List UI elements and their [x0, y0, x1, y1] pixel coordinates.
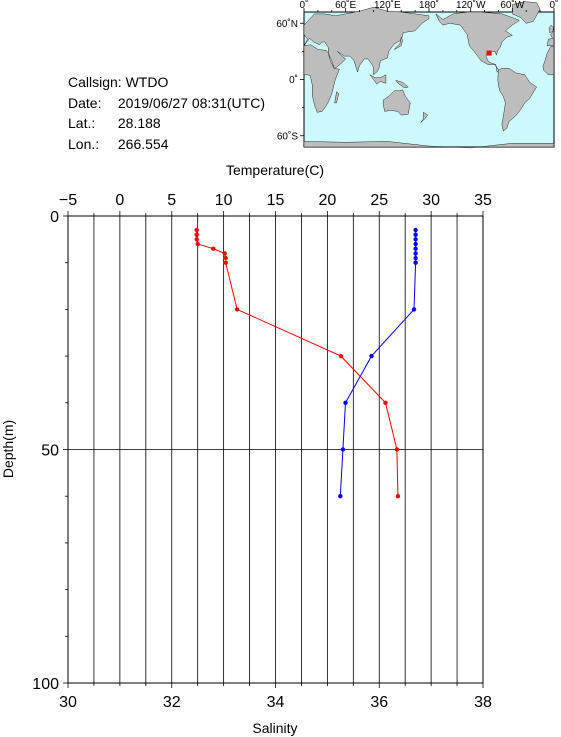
- temperature-data-point: [194, 227, 199, 233]
- map-tick-marks: [300, 8, 555, 137]
- date-label: Date:: [68, 94, 102, 111]
- lat-row: Lat.: 28.188: [68, 113, 265, 134]
- temperature-tick-label: 10: [215, 192, 233, 209]
- depth-axis-title: Depth(m): [0, 420, 16, 478]
- borneo-sumatra-land: [369, 74, 387, 85]
- temperature-data-point: [223, 260, 228, 265]
- map-landmasses: [303, 1, 555, 149]
- map-longitude-label: 120˚W: [456, 0, 486, 11]
- temperature-tick-label: 30: [422, 192, 440, 209]
- depth-tick-label: 50: [41, 443, 59, 460]
- new-zealand-land: [420, 111, 428, 123]
- new-guinea-land: [395, 80, 409, 89]
- salinity-series: [338, 227, 418, 499]
- salinity-data-point: [413, 255, 418, 261]
- salinity-data-point: [413, 246, 418, 251]
- map-longitude-labels: 0˚ 60˚E 120˚E 180˚ 120˚W 60˚W 0˚: [300, 0, 559, 11]
- salinity-data-point: [338, 494, 343, 499]
- date-value: 2019/06/27 08:31(UTC): [117, 94, 265, 111]
- map-latitude-label: 60˚N: [276, 18, 298, 30]
- west-europe-land: [546, 30, 555, 46]
- salinity-ticks: 30 32 34 36 38: [59, 683, 492, 711]
- lon-row: Lon.: 266.554: [68, 134, 265, 155]
- salinity-axis-title: Salinity: [252, 720, 297, 736]
- salinity-data-point: [340, 447, 346, 452]
- temperature-data-point: [395, 494, 401, 499]
- japan-land: [394, 36, 403, 50]
- map-latitude-labels: 60˚N 0˚ 60˚S: [276, 18, 298, 143]
- greenland-land: [512, 1, 541, 24]
- station-marker: [486, 50, 492, 56]
- temperature-data-point: [195, 241, 200, 247]
- temperature-axis-title: Temperature(C): [226, 162, 324, 178]
- temperature-tick-label: 15: [267, 192, 285, 209]
- callsign-value: WTDO: [125, 74, 169, 90]
- temperature-data-point: [234, 307, 240, 312]
- map-longitude-label: 60˚W: [500, 0, 524, 11]
- lat-label: Lat.:: [68, 115, 96, 131]
- temperature-series: [194, 227, 401, 499]
- salinity-data-point: [413, 232, 418, 237]
- temperature-tick-label: 5: [167, 192, 176, 209]
- map-latitude-label: 60˚S: [277, 130, 298, 142]
- africa-land: [303, 44, 340, 113]
- salinity-data-point: [413, 237, 418, 242]
- profile-series: [194, 227, 418, 499]
- south-america-land: [497, 68, 537, 132]
- depth-tick-label: 100: [32, 676, 59, 693]
- temperature-ticks: −5 0 5 10 15 20 25 30 35: [59, 192, 492, 216]
- salinity-tick-label: 30: [59, 694, 77, 711]
- depth-tick-label: 0: [50, 209, 59, 226]
- uk-land: [548, 24, 554, 33]
- map-longitude-label: 0˚: [550, 0, 559, 11]
- salinity-data-point: [369, 353, 374, 359]
- temperature-data-point: [383, 400, 388, 405]
- temperature-tick-label: 0: [115, 192, 124, 209]
- temperature-data-point: [194, 237, 199, 242]
- temperature-data-point: [222, 251, 227, 256]
- map-latitude-label: 0˚: [289, 74, 298, 86]
- salinity-data-point: [413, 260, 418, 265]
- salinity-tick-label: 36: [370, 694, 388, 711]
- europe-asia-land: [303, 7, 430, 76]
- temperature-tick-label: −5: [59, 192, 77, 209]
- date-row: Date: 2019/06/27 08:31(UTC): [68, 93, 265, 114]
- temperature-tick-label: 25: [370, 192, 388, 209]
- map-longitude-label: 60˚E: [335, 0, 356, 11]
- map-longitude-label: 0˚: [300, 0, 309, 11]
- temperature-tick-label: 20: [318, 192, 336, 209]
- station-info: Callsign: WTDO Date: 2019/06/27 08:31(UT…: [68, 72, 265, 154]
- west-africa-land: [542, 45, 555, 76]
- salinity-tick-label: 32: [163, 694, 181, 711]
- madagascar-land: [334, 91, 339, 104]
- salinity-tick-label: 34: [267, 694, 285, 711]
- salinity-data-point: [413, 251, 418, 256]
- salinity-profile-line: [339, 230, 417, 497]
- callsign-label: Callsign:: [68, 74, 122, 90]
- salinity-data-point: [411, 307, 417, 312]
- lat-value: 28.188: [117, 115, 161, 131]
- grid-lines: [68, 216, 483, 683]
- temperature-data-point: [211, 246, 216, 251]
- salinity-data-point: [413, 227, 418, 233]
- salinity-tick-label: 38: [474, 694, 492, 711]
- antarctica-land: [303, 141, 555, 149]
- depth-ticks: 0 50 100: [32, 209, 68, 693]
- callsign-row: Callsign: WTDO: [68, 72, 265, 93]
- salinity-data-point: [413, 241, 418, 247]
- temperature-data-point: [338, 353, 344, 359]
- map-longitude-label: 180˚: [419, 0, 439, 11]
- temperature-data-point: [223, 255, 228, 261]
- temperature-tick-label: 35: [474, 192, 492, 209]
- salinity-data-point: [343, 400, 348, 405]
- map-longitude-label: 120˚E: [374, 0, 401, 11]
- australia-land: [383, 89, 411, 116]
- temperature-data-point: [394, 447, 400, 452]
- lon-value: 266.554: [117, 135, 169, 152]
- lon-label: Lon.:: [68, 135, 100, 152]
- temperature-data-point: [194, 232, 199, 237]
